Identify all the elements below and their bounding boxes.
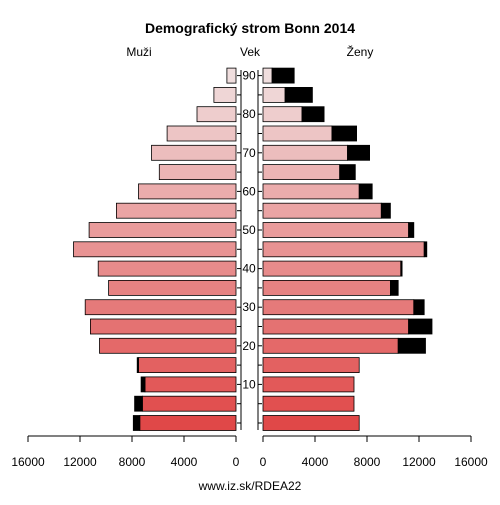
women-x-tick-label: 12000 [402, 455, 436, 469]
men-bar-5-9 [141, 395, 237, 412]
men-excess-10-14 [140, 376, 146, 393]
women-bar-75-79 [262, 125, 333, 142]
men-bar-0-4 [139, 415, 237, 431]
age-axis: 10 20 30 40 50 60 70 80 90 [237, 69, 262, 430]
women-bar-45-49 [262, 241, 425, 258]
women-excess-45-49 [423, 241, 428, 258]
women-excess-60-64 [358, 183, 373, 200]
women-bar-0-4 [262, 415, 360, 431]
age-tick-label: 30 [242, 300, 256, 314]
men-bar-80-84 [196, 106, 237, 123]
men-bar-30-34 [84, 299, 237, 316]
women-bar-15-19 [262, 357, 360, 374]
women-bar-80-84 [262, 106, 303, 123]
women-bar-30-34 [262, 299, 415, 316]
men-x-tick-label: 8000 [119, 455, 146, 469]
women-excess-80-84 [301, 106, 325, 123]
men-bar-90plus [226, 67, 237, 84]
age-label: Vek [240, 45, 261, 59]
men-bar-15-19 [138, 357, 237, 374]
men-bar-40-44 [97, 260, 237, 277]
women-x-tick-label: 8000 [354, 455, 381, 469]
men-x-tick-label: 16000 [11, 455, 45, 469]
men-bar-10-14 [144, 376, 237, 393]
men-bar-25-29 [90, 318, 237, 335]
women-excess-70-74 [347, 144, 371, 161]
women-bar-85-89 [262, 87, 286, 103]
men-x-tick-label: 0 [233, 455, 240, 469]
women-excess-20-24 [397, 337, 426, 354]
men-bar-50-54 [88, 222, 237, 238]
women-bar-5-9 [262, 395, 355, 412]
age-tick-label: 60 [242, 184, 256, 198]
women-bar-60-64 [262, 183, 360, 200]
men-label: Muži [126, 45, 151, 59]
women-excess-25-29 [408, 318, 433, 335]
women-bars [262, 67, 433, 431]
men-bar-20-24 [99, 337, 237, 354]
men-excess-15-19 [136, 357, 139, 374]
women-bar-10-14 [262, 376, 355, 393]
axes: 16000 12000 8000 4000 0 0 4000 8000 12000 16000 [11, 435, 488, 469]
women-bar-25-29 [262, 318, 410, 335]
women-excess-50-54 [408, 222, 415, 238]
men-x-tick-label: 12000 [63, 455, 97, 469]
men-bar-60-64 [138, 183, 237, 200]
age-tick-label: 10 [242, 377, 256, 391]
women-bar-50-54 [262, 222, 410, 238]
source-footer: www.iz.sk/RDEA22 [198, 479, 302, 493]
age-tick-label: 20 [242, 339, 256, 353]
men-x-tick-label: 4000 [171, 455, 198, 469]
men-bar-75-79 [166, 125, 237, 142]
age-tick-label: 50 [242, 223, 256, 237]
women-bar-55-59 [262, 202, 382, 219]
men-bar-45-49 [73, 241, 237, 258]
women-bar-40-44 [262, 260, 402, 277]
chart-title: Demografický strom Bonn 2014 [145, 20, 355, 36]
age-tick-label: 80 [242, 107, 256, 121]
women-bar-20-24 [262, 337, 399, 354]
age-tick-label: 90 [242, 69, 256, 83]
women-excess-35-39 [389, 279, 399, 296]
men-bar-35-39 [108, 279, 237, 296]
women-bar-90plus [262, 67, 273, 84]
women-excess-65-69 [339, 164, 356, 181]
women-x-tick-label: 4000 [302, 455, 329, 469]
men-bar-85-89 [213, 87, 237, 103]
women-bar-35-39 [262, 279, 391, 296]
age-tick-label: 40 [242, 262, 256, 276]
men-bars [73, 67, 237, 431]
men-excess-0-4 [132, 415, 141, 431]
women-x-tick-label: 0 [260, 455, 267, 469]
age-tick-label: 70 [242, 146, 256, 160]
women-excess-30-34 [413, 299, 425, 316]
women-bar-70-74 [262, 144, 348, 161]
women-x-tick-label: 16000 [454, 455, 488, 469]
men-bar-55-59 [116, 202, 237, 219]
men-bar-65-69 [158, 164, 237, 181]
women-label: Ženy [347, 44, 374, 59]
women-excess-40-44 [400, 260, 403, 277]
men-bar-70-74 [151, 144, 237, 161]
men-excess-5-9 [134, 395, 143, 412]
women-bar-65-69 [262, 164, 341, 181]
women-excess-85-89 [284, 87, 313, 103]
women-excess-55-59 [380, 202, 391, 219]
women-excess-75-79 [331, 125, 357, 142]
women-excess-90plus [271, 67, 295, 84]
